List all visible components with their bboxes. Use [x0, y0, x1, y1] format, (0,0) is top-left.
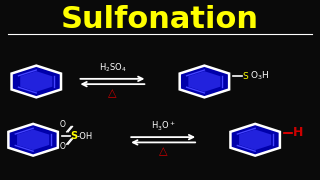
Text: H$_3$O$^+$: H$_3$O$^+$ — [151, 120, 175, 133]
Text: △: △ — [159, 146, 167, 156]
Text: O: O — [60, 120, 66, 129]
Text: S: S — [243, 72, 248, 81]
Polygon shape — [188, 71, 220, 92]
Text: Sulfonation: Sulfonation — [61, 5, 259, 34]
Text: H$_2$SO$_4$: H$_2$SO$_4$ — [99, 62, 126, 75]
Text: △: △ — [108, 88, 117, 98]
Polygon shape — [17, 129, 49, 150]
Polygon shape — [20, 71, 52, 92]
Polygon shape — [8, 124, 58, 156]
Text: -OH: -OH — [76, 132, 92, 141]
Polygon shape — [239, 129, 271, 150]
Text: H: H — [292, 126, 303, 139]
Polygon shape — [180, 66, 229, 97]
Text: O$_3$H: O$_3$H — [251, 70, 270, 82]
Polygon shape — [230, 124, 280, 156]
Text: S: S — [70, 131, 78, 141]
Text: O: O — [60, 142, 66, 151]
Polygon shape — [12, 66, 61, 97]
